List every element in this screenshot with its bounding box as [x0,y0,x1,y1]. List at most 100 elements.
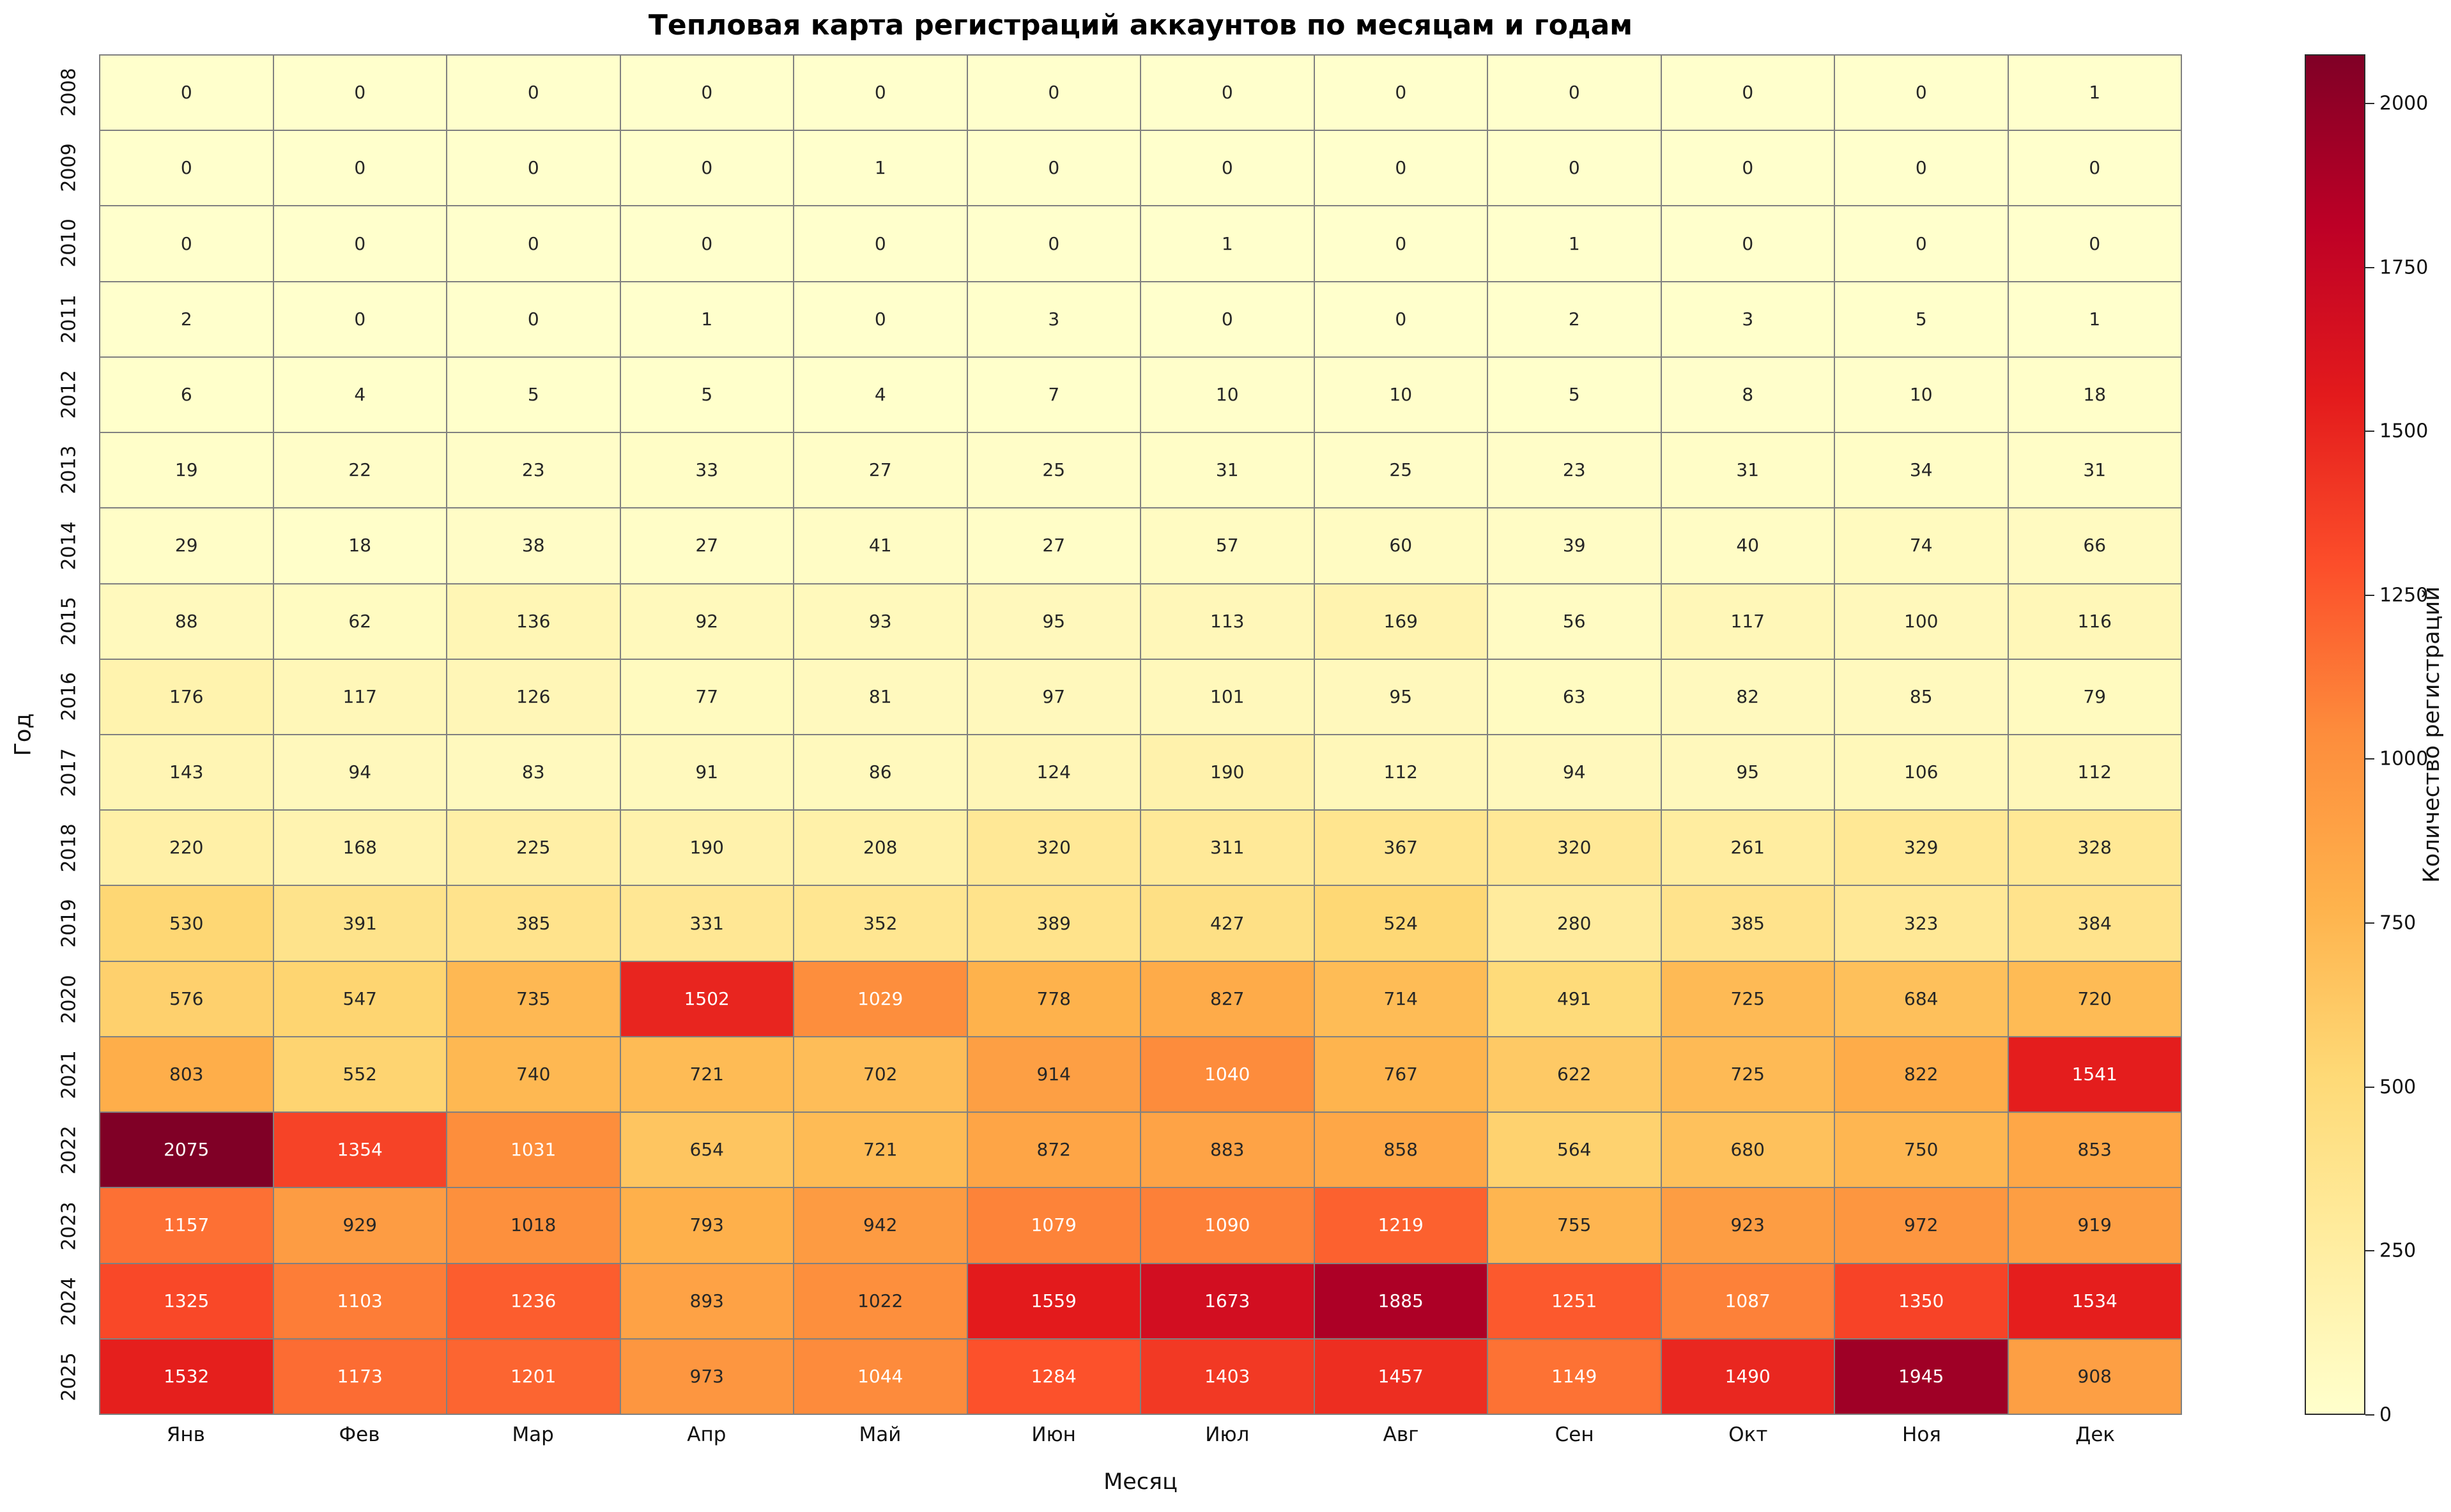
chart-title: Тепловая карта регистраций аккаунтов по … [648,9,1633,42]
y-tick-2015: 2015 [42,583,96,659]
x-tick-label: Май [859,1423,902,1446]
heatmap-cell-2010-Дек: 0 [2008,206,2181,281]
colorbar-tick-label: 1500 [2379,420,2429,443]
heatmap-cell-2018-Июн: 320 [967,811,1140,885]
y-tick-2025: 2025 [42,1340,96,1415]
heatmap-cell-2011-Сен: 2 [1488,282,1661,356]
heatmap-cell-2018-Июл: 311 [1141,811,1314,885]
heatmap-cell-2022-Сен: 564 [1488,1113,1661,1187]
heatmap-cell-2013-Ноя: 34 [1835,433,2008,508]
heatmap-cell-2010-Май: 0 [794,206,967,281]
heatmap-cell-2010-Июл: 1 [1141,206,1314,281]
heatmap-cell-2017-Июл: 190 [1141,735,1314,810]
heatmap-cell-2019-Ноя: 323 [1835,886,2008,961]
heatmap-cell-2013-Фев: 22 [273,433,446,508]
heatmap-cell-2012-Апр: 5 [620,357,793,432]
heatmap-cell-2020-Апр: 1502 [620,961,793,1036]
heatmap-cell-2022-Мар: 1031 [447,1113,620,1187]
heatmap-cell-2021-Мар: 740 [447,1037,620,1112]
x-tick-label: Фев [339,1423,380,1446]
heatmap-cell-2020-Авг: 714 [1314,961,1487,1036]
heatmap-cell-2021-Авг: 767 [1314,1037,1487,1112]
heatmap-cell-2012-Июн: 7 [967,357,1140,432]
heatmap-cell-2017-Мар: 83 [447,735,620,810]
heatmap-cell-2018-Мар: 225 [447,811,620,885]
heatmap-cell-2011-Май: 0 [794,282,967,356]
heatmap-cell-2014-Май: 41 [794,508,967,583]
heatmap-cell-2010-Мар: 0 [447,206,620,281]
heatmap-cell-2009-Фев: 0 [273,131,446,206]
heatmap-cell-2025-Мар: 1201 [447,1339,620,1414]
heatmap-cell-2024-Июн: 1559 [967,1264,1140,1338]
heatmap-cell-2009-Мар: 0 [447,131,620,206]
heatmap-cell-2025-Янв: 1532 [100,1339,273,1414]
y-tick-2020: 2020 [42,961,96,1037]
heatmap-cell-2014-Сен: 39 [1488,508,1661,583]
heatmap-cell-2008-Май: 0 [794,56,967,130]
heatmap-cell-2023-Сен: 755 [1488,1188,1661,1263]
heatmap-cell-2012-Авг: 10 [1314,357,1487,432]
heatmap-cell-2011-Дек: 1 [2008,282,2181,356]
heatmap-cell-2009-Апр: 0 [620,131,793,206]
heatmap-cell-2019-Апр: 331 [620,886,793,961]
heatmap-cell-2018-Авг: 367 [1314,811,1487,885]
heatmap-cell-2010-Сен: 1 [1488,206,1661,281]
heatmap-cell-2022-Окт: 680 [1661,1113,1834,1187]
heatmap-cell-2019-Июл: 427 [1141,886,1314,961]
heatmap-cell-2009-Авг: 0 [1314,131,1487,206]
heatmap-cell-2021-Июл: 1040 [1141,1037,1314,1112]
heatmap-cell-2009-Дек: 0 [2008,131,2181,206]
y-tick-label: 2013 [58,445,81,495]
y-tick-2023: 2023 [42,1188,96,1264]
heatmap-cell-2011-Мар: 0 [447,282,620,356]
heatmap-cell-2021-Май: 702 [794,1037,967,1112]
heatmap-cell-2018-Ноя: 329 [1835,811,2008,885]
colorbar-tick-mark [2365,1414,2374,1416]
y-tick-2011: 2011 [42,281,96,356]
heatmap-cell-2008-Авг: 0 [1314,56,1487,130]
heatmap-cell-2011-Ноя: 5 [1835,282,2008,356]
x-tick-label: Апр [687,1423,726,1446]
heatmap-cell-2023-Июн: 1079 [967,1188,1140,1263]
heatmap-cell-2025-Фев: 1173 [273,1339,446,1414]
heatmap-cell-2023-Окт: 923 [1661,1188,1834,1263]
x-axis-label: Месяц [1103,1469,1178,1495]
heatmap-cell-2015-Янв: 88 [100,584,273,659]
heatmap-cell-2024-Янв: 1325 [100,1264,273,1338]
heatmap-cell-2015-Июн: 95 [967,584,1140,659]
heatmap-cell-2024-Сен: 1251 [1488,1264,1661,1338]
colorbar-tick-mark [2365,758,2374,760]
heatmap-cell-2020-Ноя: 684 [1835,961,2008,1036]
heatmap-cell-2009-Сен: 0 [1488,131,1661,206]
heatmap-cell-2017-Июн: 124 [967,735,1140,810]
y-tick-2019: 2019 [42,886,96,961]
heatmap-cell-2022-Апр: 654 [620,1113,793,1187]
heatmap-cell-2013-Авг: 25 [1314,433,1487,508]
heatmap-cell-2013-Окт: 31 [1661,433,1834,508]
x-tick-label: Дек [2075,1423,2116,1446]
heatmap-cell-2021-Янв: 803 [100,1037,273,1112]
x-tick-label: Авг [1383,1423,1419,1446]
heatmap-cell-2020-Фев: 547 [273,961,446,1036]
colorbar-tick-label: 2000 [2379,92,2429,115]
heatmap-cell-2008-Ноя: 0 [1835,56,2008,130]
y-tick-label: 2024 [58,1277,81,1326]
colorbar [2305,54,2365,1415]
heatmap-cell-2021-Дек: 1541 [2008,1037,2181,1112]
x-tick-label: Ноя [1902,1423,1941,1446]
heatmap-cell-2009-Окт: 0 [1661,131,1834,206]
heatmap-cell-2014-Фев: 18 [273,508,446,583]
heatmap-cell-2019-Июн: 389 [967,886,1140,961]
heatmap-cell-2017-Апр: 91 [620,735,793,810]
heatmap-cell-2022-Янв: 2075 [100,1113,273,1187]
y-tick-label: 2025 [58,1352,81,1402]
colorbar-tick-mark [2365,431,2374,432]
y-tick-label: 2010 [58,218,81,268]
heatmap-cell-2016-Сен: 63 [1488,659,1661,734]
x-tick-label: Окт [1728,1423,1768,1446]
y-tick-2016: 2016 [42,659,96,735]
heatmap-cell-2016-Янв: 176 [100,659,273,734]
heatmap-cell-2010-Фев: 0 [273,206,446,281]
